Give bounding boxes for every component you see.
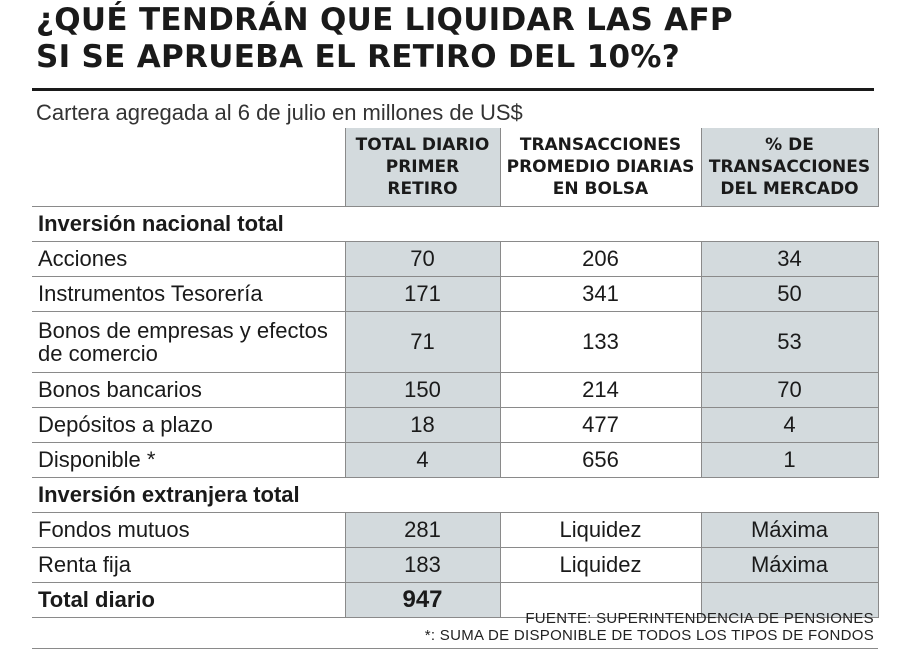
title-divider: [32, 88, 874, 91]
total-label: Total diario: [32, 582, 345, 618]
cell-porcentaje: 70: [700, 372, 879, 408]
cell-porcentaje: 34: [700, 241, 879, 277]
cell-porcentaje: 50: [700, 276, 879, 312]
row-label: Fondos mutuos: [32, 512, 345, 548]
cell-porcentaje: 1: [700, 442, 879, 478]
cell-total-diario: 150: [344, 372, 501, 408]
cell-porcentaje: 53: [700, 311, 879, 373]
title-line-2: SI SE APRUEBA EL RETIRO DEL 10%?: [36, 39, 680, 75]
cell-total-diario: 4: [344, 442, 501, 478]
header-porcentaje: % DE TRANSACCIONES DEL MERCADO: [700, 128, 879, 207]
table-row: Bonos de empresas y efectos de comercio …: [32, 311, 879, 373]
section-label: Inversión extranjera total: [32, 477, 878, 513]
bottom-divider: [32, 648, 878, 649]
header-transacciones: TRANSACCIONES PROMEDIO DIARIAS EN BOLSA: [499, 128, 701, 207]
cell-total-diario: 18: [344, 407, 501, 443]
cell-total-diario: 71: [344, 311, 501, 373]
row-label: Renta fija: [32, 547, 345, 583]
row-label: Acciones: [32, 241, 345, 277]
title-line-1: ¿QUÉ TENDRÁN QUE LIQUIDAR LAS AFP: [36, 2, 733, 38]
header-total-diario: TOTAL DIARIO PRIMER RETIRO: [344, 128, 501, 207]
table-row: Renta fija 183 Liquidez Máxima: [32, 547, 879, 583]
table-row: Acciones 70 206 34: [32, 241, 879, 277]
subtitle: Cartera agregada al 6 de julio en millon…: [36, 100, 523, 125]
table-header-row: TOTAL DIARIO PRIMER RETIRO TRANSACCIONES…: [32, 128, 879, 207]
cell-transacciones: 214: [499, 372, 701, 408]
table-row: Bonos bancarios 150 214 70: [32, 372, 879, 408]
footer: FUENTE: SUPERINTENDENCIA DE PENSIONES *:…: [425, 610, 874, 644]
cell-porcentaje: Máxima: [700, 547, 879, 583]
table-row: Depósitos a plazo 18 477 4: [32, 407, 879, 443]
table-row: Fondos mutuos 281 Liquidez Máxima: [32, 512, 879, 548]
row-label: Instrumentos Tesorería: [32, 276, 345, 312]
footnote: *: SUMA DE DISPONIBLE DE TODOS LOS TIPOS…: [424, 627, 874, 644]
cell-transacciones: Liquidez: [499, 547, 701, 583]
cell-porcentaje: 4: [700, 407, 879, 443]
cell-total-diario: 281: [344, 512, 501, 548]
cell-total-diario: 70: [344, 241, 501, 277]
cell-total-diario: 183: [344, 547, 501, 583]
cell-transacciones: 341: [499, 276, 701, 312]
row-label: Disponible *: [32, 442, 345, 478]
cell-total-diario: 171: [344, 276, 501, 312]
portfolio-table: TOTAL DIARIO PRIMER RETIRO TRANSACCIONES…: [32, 128, 879, 618]
table-row: Instrumentos Tesorería 171 341 50: [32, 276, 879, 312]
section-row: Inversión extranjera total: [32, 477, 878, 513]
section-label: Inversión nacional total: [32, 206, 878, 242]
cell-empty: [499, 582, 701, 618]
cell-transacciones: 133: [499, 311, 701, 373]
cell-transacciones: 206: [499, 241, 701, 277]
cell-transacciones: Liquidez: [499, 512, 701, 548]
section-row: Inversión nacional total: [32, 206, 878, 242]
row-label: Bonos de empresas y efectos de comercio: [32, 311, 345, 373]
source-note: FUENTE: SUPERINTENDENCIA DE PENSIONES: [525, 610, 874, 627]
cell-porcentaje: Máxima: [700, 512, 879, 548]
cell-transacciones: 477: [499, 407, 701, 443]
header-blank: [32, 128, 345, 207]
cell-empty: [700, 582, 879, 618]
chart-title: ¿QUÉ TENDRÁN QUE LIQUIDAR LAS AFP SI SE …: [36, 2, 886, 76]
total-value: 947: [344, 582, 501, 618]
row-label: Bonos bancarios: [32, 372, 345, 408]
table-row: Disponible * 4 656 1: [32, 442, 879, 478]
row-label: Depósitos a plazo: [32, 407, 345, 443]
cell-transacciones: 656: [499, 442, 701, 478]
total-row: Total diario 947: [32, 582, 879, 618]
